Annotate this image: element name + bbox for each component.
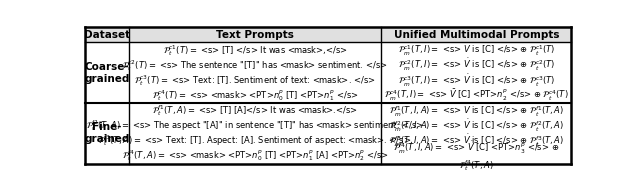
Text: Text Prompts: Text Prompts [216,30,294,40]
Text: Coarse-
grained: Coarse- grained [84,62,129,84]
Text: $\mathcal{P}_m^{f1}(T,I,A) = $ <s> $\dot{V}$ is [C] </s> $\oplus$ $\mathcal{P}_t: $\mathcal{P}_m^{f1}(T,I,A) = $ <s> $\dot… [388,102,564,119]
Text: $\mathcal{P}_t^{c4}(T) = $ <s> <mask> <PT>$n_0^p$ [T] <PT>$n_1^p$ </s>: $\mathcal{P}_t^{c4}(T) = $ <s> <mask> <P… [152,88,358,103]
Text: $\mathcal{P}_t^{c1}(T) = $ <s> [T] </s> It was <mask>,</s>: $\mathcal{P}_t^{c1}(T) = $ <s> [T] </s> … [163,43,348,58]
Text: $\mathcal{P}_m^{c3}(T,I) = $ <s> $\dot{V}$ is [C] </s> $\oplus$ $\mathcal{P}_t^{: $\mathcal{P}_m^{c3}(T,I) = $ <s> $\dot{V… [397,72,555,88]
Bar [85,103,571,164]
Text: $\mathcal{P}_t^{c3}(T) = $ <s> Text: [T]. Sentiment of text: <mask>. </s>: $\mathcal{P}_t^{c3}(T) = $ <s> Text: [T]… [134,73,376,88]
Text: $\mathcal{P}_m^{c1}(T,I) = $ <s> $\dot{V}$ is [C] </s> $\oplus$ $\mathcal{P}_t^{: $\mathcal{P}_m^{c1}(T,I) = $ <s> $\dot{V… [397,42,555,58]
Bar [85,42,571,103]
Bar [85,27,571,42]
Text: $\mathcal{P}_t^{c2}(T) = $ <s> The sentence "[T]" has <mask> sentiment. </s>: $\mathcal{P}_t^{c2}(T) = $ <s> The sente… [122,58,388,73]
Text: $\mathcal{P}_m^{c4}(T,I) = $ <s> $\bar{V}$ [C] <PT>$n_2^p$ </s> $\oplus$ $\mathc: $\mathcal{P}_m^{c4}(T,I) = $ <s> $\bar{V… [384,88,568,103]
Text: $\mathcal{P}_m^{f4}(T,I,A) = $ <s> $\dot{V}$ [C] <PT>$n_3^p$ </s> $\oplus$
$\mat: $\mathcal{P}_m^{f4}(T,I,A) = $ <s> $\dot… [393,139,559,173]
Text: Fine-
grained: Fine- grained [84,122,129,144]
Text: $\mathcal{P}_m^{f2}(T,I,A) = $ <s> $\dot{V}$ is [C] </s> $\oplus$ $\mathcal{P}_t: $\mathcal{P}_m^{f2}(T,I,A) = $ <s> $\dot… [388,117,564,134]
Text: Unified Multimodal Prompts: Unified Multimodal Prompts [394,30,559,40]
Text: $\mathcal{P}_t^{f2}(T,A) = $ <s> The aspect "[A]" in sentence "[T]" has <mask> s: $\mathcal{P}_t^{f2}(T,A) = $ <s> The asp… [86,118,424,133]
Text: Dataset: Dataset [84,30,130,40]
Text: $\mathcal{P}_m^{f3}(T,I,A) = $ <s> $\dot{V}$ is [C] </s> $\oplus$ $\mathcal{P}_t: $\mathcal{P}_m^{f3}(T,I,A) = $ <s> $\dot… [388,133,564,149]
Text: $\mathcal{P}_t^{f3}(T,A) = $ <s> Text: [T]. Aspect: [A]. Sentiment of aspect: <m: $\mathcal{P}_t^{f3}(T,A) = $ <s> Text: [… [99,133,412,148]
Text: $\mathcal{P}_m^{c2}(T,I) = $ <s> $\dot{V}$ is [C] </s> $\oplus$ $\mathcal{P}_t^{: $\mathcal{P}_m^{c2}(T,I) = $ <s> $\dot{V… [397,57,555,73]
Text: $\mathcal{P}_t^{f4}(T,A) = $ <s> <mask> <PT>$n_0^p$ [T] <PT>$n_1^p$ [A] <PT>$n_2: $\mathcal{P}_t^{f4}(T,A) = $ <s> <mask> … [122,148,388,163]
Text: $\mathcal{P}_t^{f1}(T,A) = $ <s> [T] [A]</s> It was <mask>.</s>: $\mathcal{P}_t^{f1}(T,A) = $ <s> [T] [A]… [152,103,358,118]
